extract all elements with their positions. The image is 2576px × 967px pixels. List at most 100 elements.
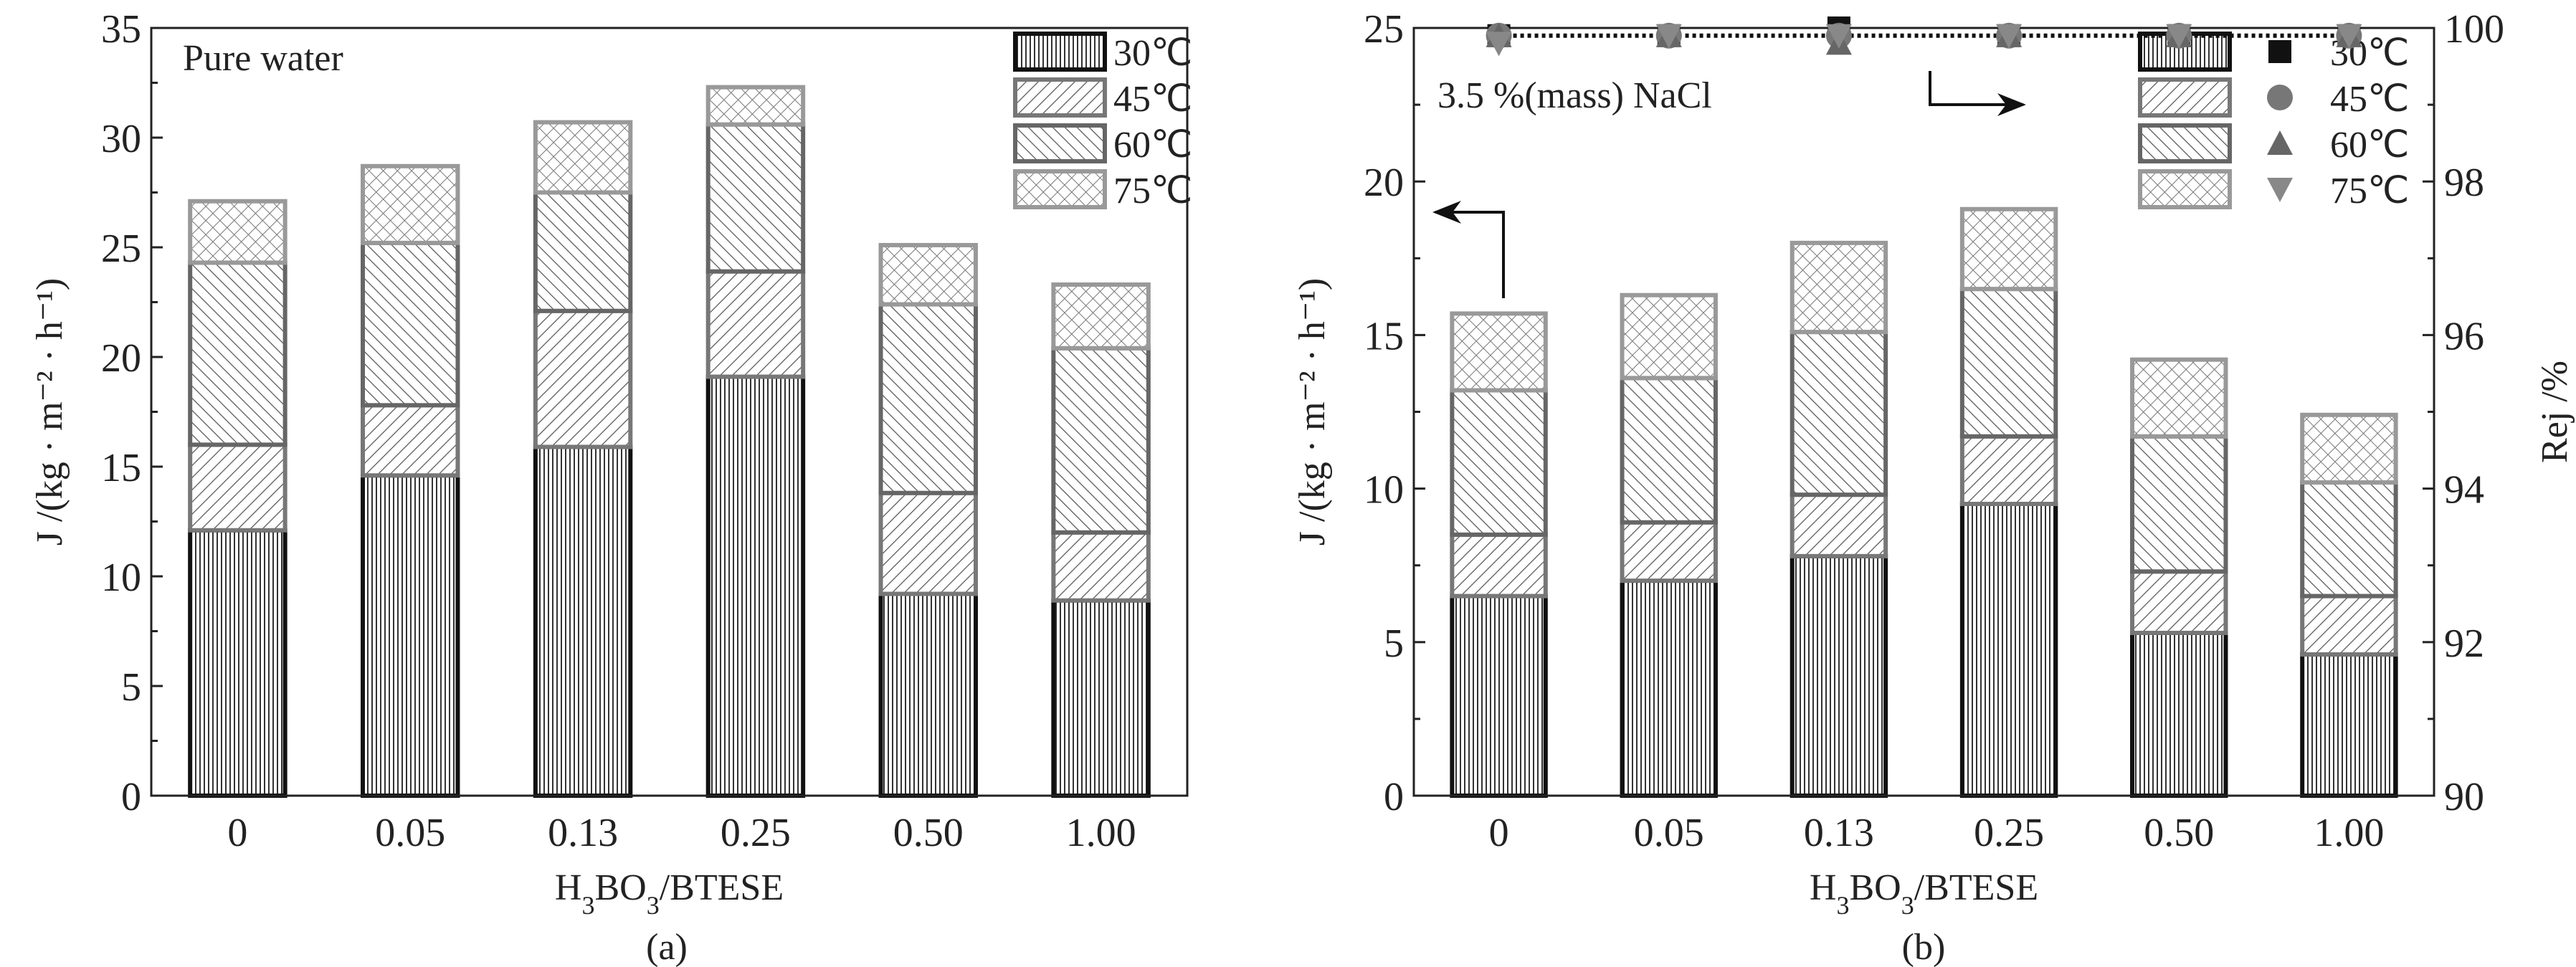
- bar-75c-0: [1450, 311, 1548, 393]
- bar-45c-0: [1450, 532, 1548, 599]
- y-tick-label: 0: [1384, 775, 1404, 819]
- bar-75c-0.13: [533, 120, 633, 195]
- bar-75c-0: [188, 199, 287, 265]
- bar-75c-0.25: [705, 85, 806, 127]
- bar-45c-0.05: [1620, 520, 1718, 583]
- legend-swatch: [1013, 32, 1107, 72]
- legend-label: 45℃: [1113, 79, 1192, 120]
- y2-tick-label: 90: [2444, 775, 2484, 819]
- bar-75c-0.05: [361, 163, 460, 245]
- y-axis-label: J /(kg · m⁻² · h⁻¹): [1292, 278, 1333, 546]
- rejection-marker-75c: [1996, 24, 2023, 49]
- y2-tick-label: 98: [2444, 161, 2484, 205]
- bar-45c-0.50: [878, 490, 978, 596]
- bar-30c-0.05: [1620, 578, 1718, 798]
- x-tick-label: 1.00: [2314, 811, 2384, 855]
- y-tick-label: 10: [101, 556, 141, 600]
- y2-tick-label: 92: [2444, 621, 2484, 666]
- rejection-marker-75c: [1655, 24, 1682, 49]
- bar-45c-0.13: [533, 308, 633, 449]
- bar-45c-0.50: [2130, 569, 2228, 635]
- bar-60c-1.00: [1051, 346, 1151, 535]
- y-tick-label: 20: [1364, 161, 1404, 205]
- y-axis-label: J /(kg · m⁻² · h⁻¹): [29, 278, 70, 546]
- bar-30c-0.13: [1790, 553, 1888, 799]
- legend-label: 60℃: [2330, 125, 2409, 166]
- rejection-marker-75c: [1486, 32, 1512, 57]
- bar-75c-1.00: [2300, 412, 2398, 485]
- panel-b-annotation: 3.5 %(mass) NaCl: [1437, 75, 1712, 116]
- bar-60c-0: [188, 260, 287, 447]
- bar-75c-0.13: [1790, 240, 1888, 335]
- bar-75c-0.50: [2130, 357, 2228, 439]
- bar-30c-1.00: [2300, 652, 2398, 798]
- x-tick-label: 0.50: [893, 811, 964, 855]
- y-tick-label: 25: [101, 227, 141, 271]
- rejection-marker-75c: [2336, 24, 2362, 49]
- x-tick-label: 0: [1489, 811, 1509, 855]
- x-axis-label: H3BO3/BTESE: [555, 867, 784, 920]
- legend-label: 30℃: [1113, 33, 1192, 74]
- y-tick-label: 0: [121, 775, 141, 819]
- panel-b-label: (b): [1902, 927, 1946, 967]
- legend-swatch: [2138, 123, 2232, 163]
- y-tick-label: 35: [101, 7, 141, 52]
- right-axis-arrow: [1929, 71, 2026, 116]
- bar-60c-0.05: [1620, 376, 1718, 525]
- y-tick-label: 5: [1384, 621, 1404, 666]
- y2-axis-label: Rej /%: [2534, 361, 2575, 463]
- legend-marker: [2268, 40, 2291, 63]
- rejection-marker-75c: [2166, 24, 2192, 49]
- bar-75c-0.50: [878, 242, 978, 307]
- y2-tick-label: 96: [2444, 314, 2484, 358]
- bar-60c-0: [1450, 388, 1548, 537]
- y-tick-label: 10: [1364, 468, 1404, 513]
- bar-45c-0.13: [1790, 492, 1888, 558]
- x-tick-label: 0.25: [721, 811, 791, 855]
- panel-a-label: (a): [646, 927, 688, 967]
- x-tick-label: 0: [227, 811, 247, 855]
- legend-swatch: [2138, 77, 2232, 118]
- y-tick-label: 5: [121, 665, 141, 710]
- x-tick-label: 0.25: [1974, 811, 2044, 855]
- panel-a: 0 0.05 0.13 0.25 0.50 1.00 0 5 10 15 20 25 30 35 H3BO3…: [29, 7, 1192, 920]
- legend-swatch: [1013, 77, 1107, 118]
- y-tick-label: 20: [101, 336, 141, 381]
- panel-a-annotation: Pure water: [183, 38, 343, 79]
- legend-label: 60℃: [1113, 125, 1192, 166]
- bar-30c-0.50: [878, 591, 978, 798]
- y-tick-label: 25: [1364, 7, 1404, 52]
- bar-60c-0.25: [705, 122, 806, 274]
- bar-30c-1.00: [1051, 598, 1151, 798]
- left-axis-arrow: [1432, 201, 1505, 299]
- legend-label: 45℃: [2330, 79, 2409, 120]
- bar-75c-0.25: [1959, 206, 2058, 292]
- legend-swatch: [1013, 169, 1107, 209]
- legend-swatch: [2138, 169, 2232, 209]
- bar-30c-0: [1450, 594, 1548, 798]
- bar-60c-0.50: [878, 302, 978, 495]
- y-tick-label: 15: [101, 446, 141, 490]
- bar-45c-0: [188, 442, 287, 533]
- rejection-marker-75c: [1825, 24, 1852, 49]
- y2-tick-label: 94: [2444, 468, 2484, 513]
- x-tick-label: 0.50: [2144, 811, 2214, 855]
- x-tick-label: 0.05: [1634, 811, 1704, 855]
- bar-30c-0.50: [2130, 630, 2228, 798]
- bar-30c-0.05: [361, 473, 460, 798]
- bar-30c-0: [188, 528, 287, 798]
- bar-60c-0.50: [2130, 434, 2228, 574]
- y-tick-label: 15: [1364, 314, 1404, 358]
- bar-45c-1.00: [2300, 594, 2398, 657]
- bar-60c-0.05: [361, 240, 460, 408]
- bar-30c-0.13: [533, 444, 633, 799]
- legend-marker: [2267, 178, 2293, 202]
- bar-45c-0.25: [705, 269, 806, 379]
- y2-tick-label: 100: [2444, 7, 2504, 52]
- bar-60c-1.00: [2300, 480, 2398, 599]
- bar-60c-0.13: [533, 190, 633, 313]
- bar-45c-1.00: [1051, 530, 1151, 603]
- y-tick-label: 30: [101, 117, 141, 161]
- x-axis-label: H3BO3/BTESE: [1810, 867, 2038, 920]
